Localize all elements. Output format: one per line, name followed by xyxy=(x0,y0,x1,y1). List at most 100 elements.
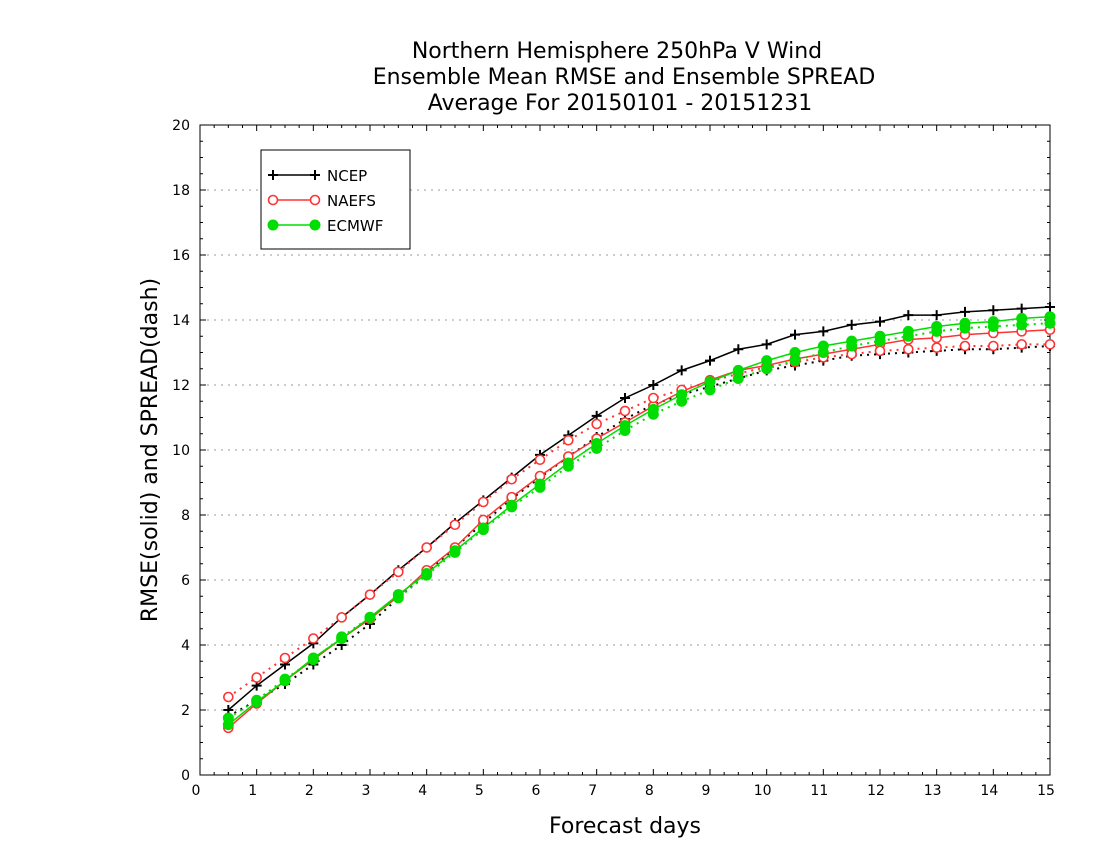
ncep-rmse-point xyxy=(705,355,715,366)
naefs-spread-point xyxy=(251,672,262,683)
ncep-rmse-point xyxy=(790,329,800,340)
naefs-spread-line xyxy=(227,343,1050,698)
marker-shape xyxy=(309,219,321,231)
marker-shape xyxy=(393,566,404,578)
marker-shape xyxy=(449,519,461,531)
marker-shape xyxy=(506,501,518,513)
marker-shape xyxy=(874,345,886,357)
ecmwf-spread-point xyxy=(591,442,603,454)
marker-shape xyxy=(449,546,461,558)
naefs-spread-point xyxy=(903,343,914,355)
naefs-spread-point xyxy=(648,392,659,404)
ncep-rmse-point xyxy=(818,326,829,337)
legend-marker-naefs xyxy=(267,194,279,206)
marker-shape xyxy=(364,589,376,600)
marker-shape xyxy=(267,219,279,231)
marker-shape xyxy=(591,418,602,430)
ecmwf-spread-point xyxy=(619,425,631,436)
marker-shape xyxy=(903,343,914,355)
marker-shape xyxy=(392,592,404,604)
marker-shape xyxy=(222,712,234,724)
y-tick-label: 14 xyxy=(172,313,190,329)
ncep-rmse-point xyxy=(903,310,914,321)
x-tick-label: 1 xyxy=(248,783,257,799)
marker-shape xyxy=(619,405,631,417)
marker-shape xyxy=(591,442,603,454)
naefs-spread-point xyxy=(1044,339,1056,350)
naefs-spread-point xyxy=(506,473,517,485)
naefs-spread-point xyxy=(959,340,971,352)
x-tick-label: 12 xyxy=(867,783,885,799)
naefs-spread-point xyxy=(308,633,319,644)
ecmwf-spread-point xyxy=(364,611,376,623)
x-tick-label: 10 xyxy=(754,783,772,799)
naefs-spread-point xyxy=(364,589,376,600)
x-tick-label: 9 xyxy=(702,783,711,799)
marker-shape xyxy=(477,524,489,536)
marker-shape xyxy=(1016,339,1027,350)
legend-marker-ncep xyxy=(310,170,320,180)
ecmwf-spread-point xyxy=(846,340,858,352)
ncep-rmse-point xyxy=(761,339,772,350)
ecmwf-spread-point xyxy=(279,673,291,685)
x-tick-label: 7 xyxy=(588,783,597,799)
y-tick-label: 0 xyxy=(181,768,190,784)
marker-shape xyxy=(732,373,744,384)
ecmwf-spread-point xyxy=(534,481,546,493)
marker-shape xyxy=(251,672,262,683)
marker-shape xyxy=(478,496,489,508)
ecmwf-spread-point xyxy=(1016,319,1028,331)
ecmwf-spread-point xyxy=(704,384,716,396)
marker-shape xyxy=(534,481,546,493)
marker-shape xyxy=(336,612,347,623)
ecmwf-spread-point xyxy=(817,347,829,358)
ecmwf-spread-point xyxy=(449,546,461,558)
ncep-rmse-point xyxy=(1016,303,1027,314)
y-tick-label: 20 xyxy=(172,118,190,134)
x-tick-label: 2 xyxy=(305,783,314,799)
marker-shape xyxy=(506,473,517,485)
ncep-rmse-point xyxy=(676,365,687,376)
x-tick-label: 3 xyxy=(362,783,371,799)
ncep-rmse-point xyxy=(620,393,630,403)
marker-shape xyxy=(647,408,659,420)
marker-shape xyxy=(279,652,291,664)
marker-shape xyxy=(789,355,801,367)
marker-shape xyxy=(988,340,999,352)
chart-title: Northern Hemisphere 250hPa V Wind Ensemb… xyxy=(373,39,876,116)
ncep-rmse-point xyxy=(988,305,999,316)
ecmwf-rmse-line xyxy=(227,316,1051,726)
marker-shape xyxy=(421,542,432,553)
marker-shape xyxy=(931,325,943,337)
ncep-rmse-point xyxy=(733,344,744,355)
marker-shape xyxy=(648,392,659,404)
ncep-spread-line xyxy=(227,345,1051,718)
marker-shape xyxy=(336,631,348,643)
marker-shape xyxy=(676,395,688,407)
legend-label-ncep: NCEP xyxy=(327,167,367,185)
legend-label-naefs: NAEFS xyxy=(327,192,376,210)
legend-marker-ncep xyxy=(268,170,278,180)
y-tick-label: 4 xyxy=(181,638,190,654)
ecmwf-spread-point xyxy=(676,395,688,407)
ncep-rmse-line xyxy=(227,306,1051,711)
ncep-rmse-point xyxy=(960,306,970,317)
ecmwf-spread-point xyxy=(392,592,404,604)
naefs-spread-point xyxy=(478,496,489,508)
x-tick-label: 5 xyxy=(475,783,484,799)
ecmwf-spread-point xyxy=(931,325,943,337)
marker-shape xyxy=(308,633,319,644)
ecmwf-spread-point xyxy=(307,654,319,666)
ecmwf-spread-point xyxy=(336,631,348,643)
marker-shape xyxy=(279,673,291,685)
naefs-spread-point xyxy=(279,652,291,664)
ecmwf-spread-point xyxy=(477,524,489,536)
legend: NCEP NAEFS ECMWF xyxy=(260,149,411,250)
naefs-spread-point xyxy=(563,434,574,446)
marker-shape xyxy=(761,363,773,375)
x-tick-label: 11 xyxy=(810,783,828,799)
y-tick-label: 18 xyxy=(172,183,190,199)
ecmwf-spread-point xyxy=(874,335,886,347)
naefs-spread-point xyxy=(449,519,461,531)
